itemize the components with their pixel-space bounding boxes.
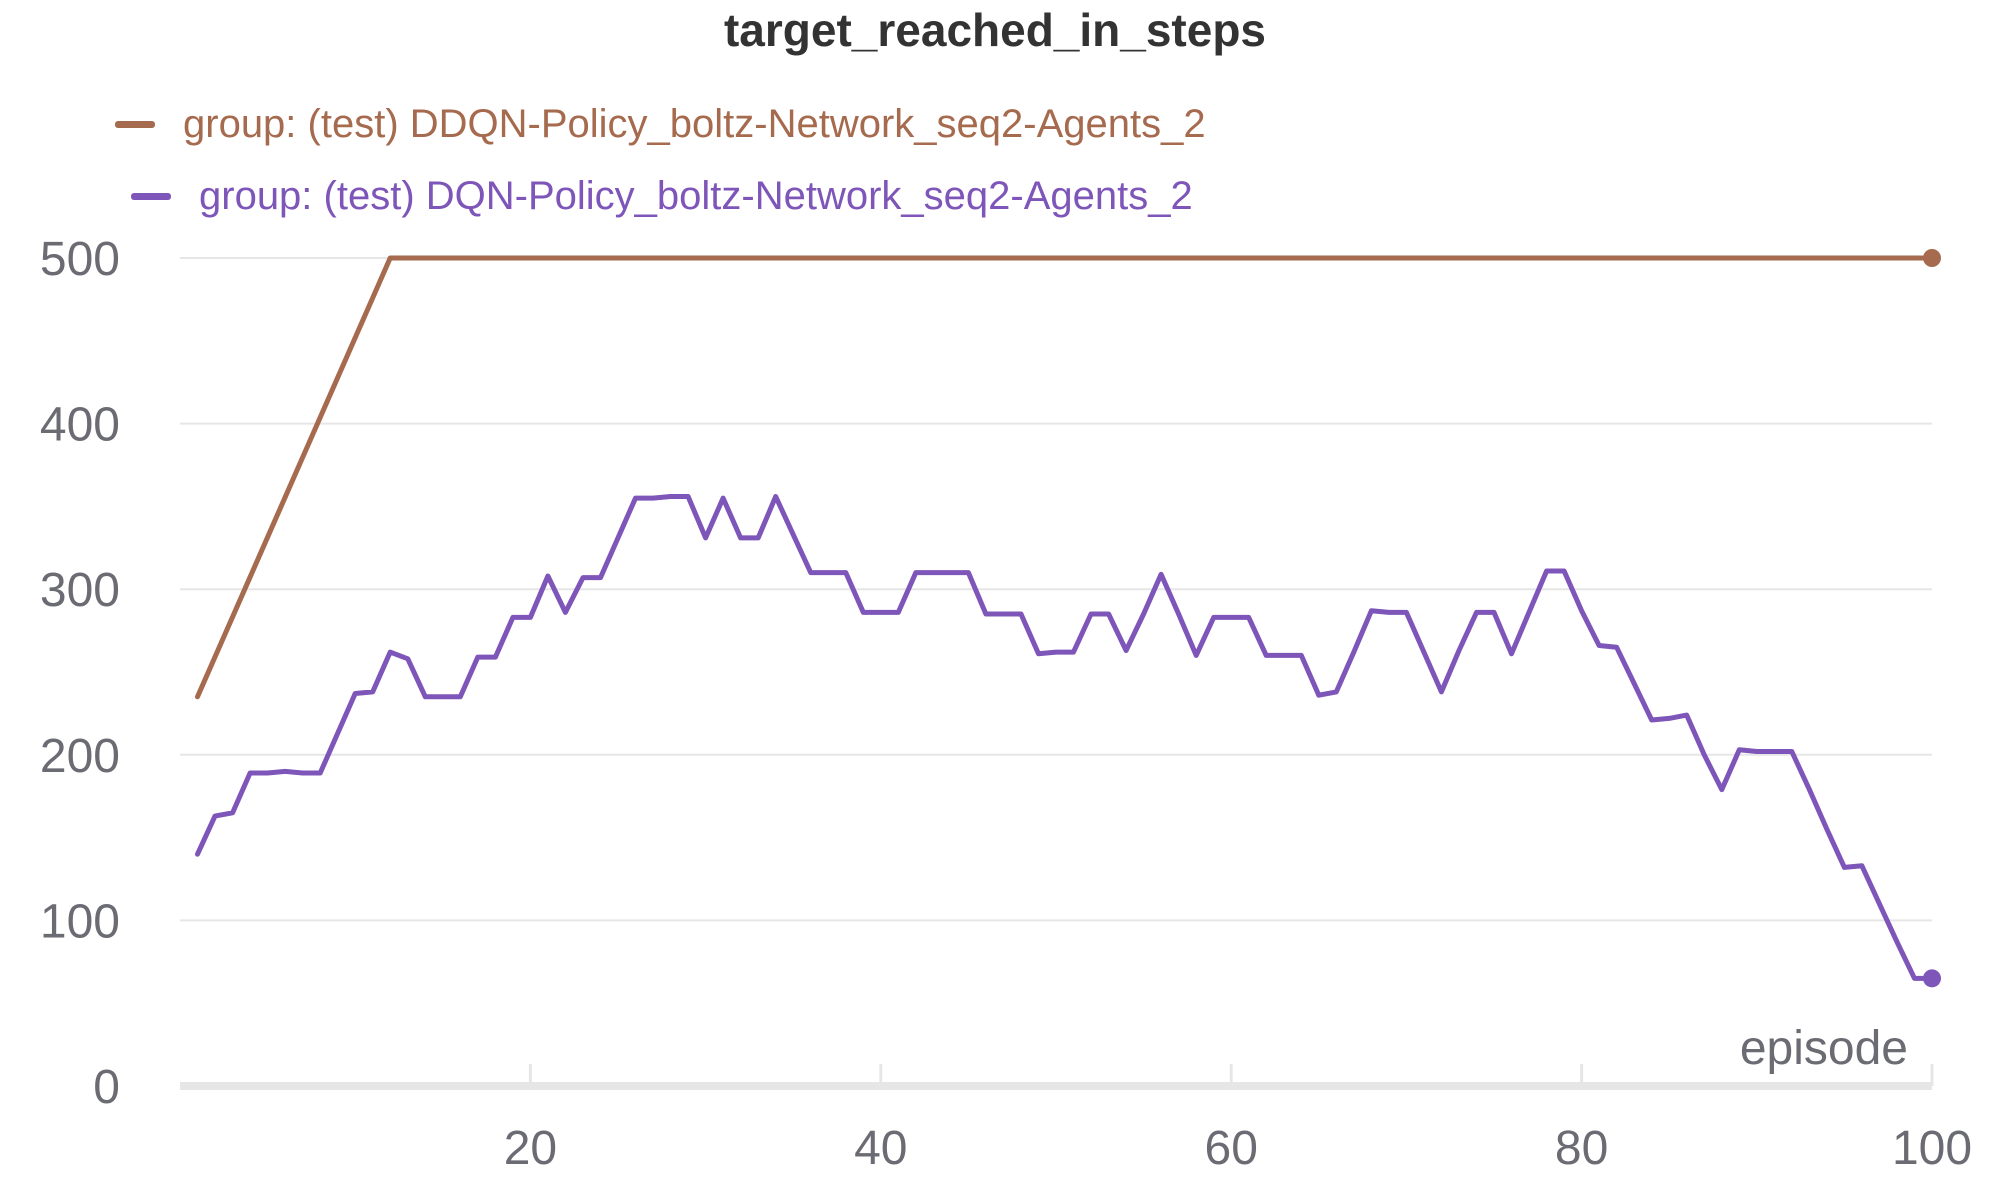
series-end-marker <box>1923 249 1941 267</box>
y-tick-label: 400 <box>40 399 120 452</box>
x-tick-label: 80 <box>1555 1122 1608 1175</box>
x-tick-label: 60 <box>1205 1122 1258 1175</box>
legend-label: group: (test) DDQN-Policy_boltz-Network_… <box>183 102 1206 146</box>
x-tick-label: 100 <box>1892 1122 1972 1175</box>
x-axis-label: episode <box>1740 1022 1908 1075</box>
legend-item[interactable]: group: (test) DDQN-Policy_boltz-Network_… <box>115 99 1206 149</box>
legend-label: group: (test) DQN-Policy_boltz-Network_s… <box>199 174 1193 218</box>
y-tick-label: 500 <box>40 233 120 286</box>
series-line <box>195 255 1935 700</box>
series-line <box>195 494 1935 981</box>
series-end-marker <box>1923 969 1941 988</box>
legend-swatch <box>115 120 155 128</box>
x-tick-label: 40 <box>854 1122 907 1175</box>
series-layer <box>195 249 1941 988</box>
y-tick-label: 100 <box>40 895 120 948</box>
chart-title: target_reached_in_steps <box>723 4 1267 56</box>
axis-layer: 0 100 200 300 400 500 20 40 60 80 100 <box>40 233 1972 1175</box>
y-tick-label: 0 <box>93 1061 120 1114</box>
legend-swatch <box>131 192 171 200</box>
grid-layer <box>180 257 1932 922</box>
y-tick-label: 200 <box>40 730 120 783</box>
x-tick-label: 20 <box>504 1122 557 1175</box>
y-tick-label: 300 <box>40 564 120 617</box>
legend-item[interactable]: group: (test) DQN-Policy_boltz-Network_s… <box>131 171 1193 221</box>
